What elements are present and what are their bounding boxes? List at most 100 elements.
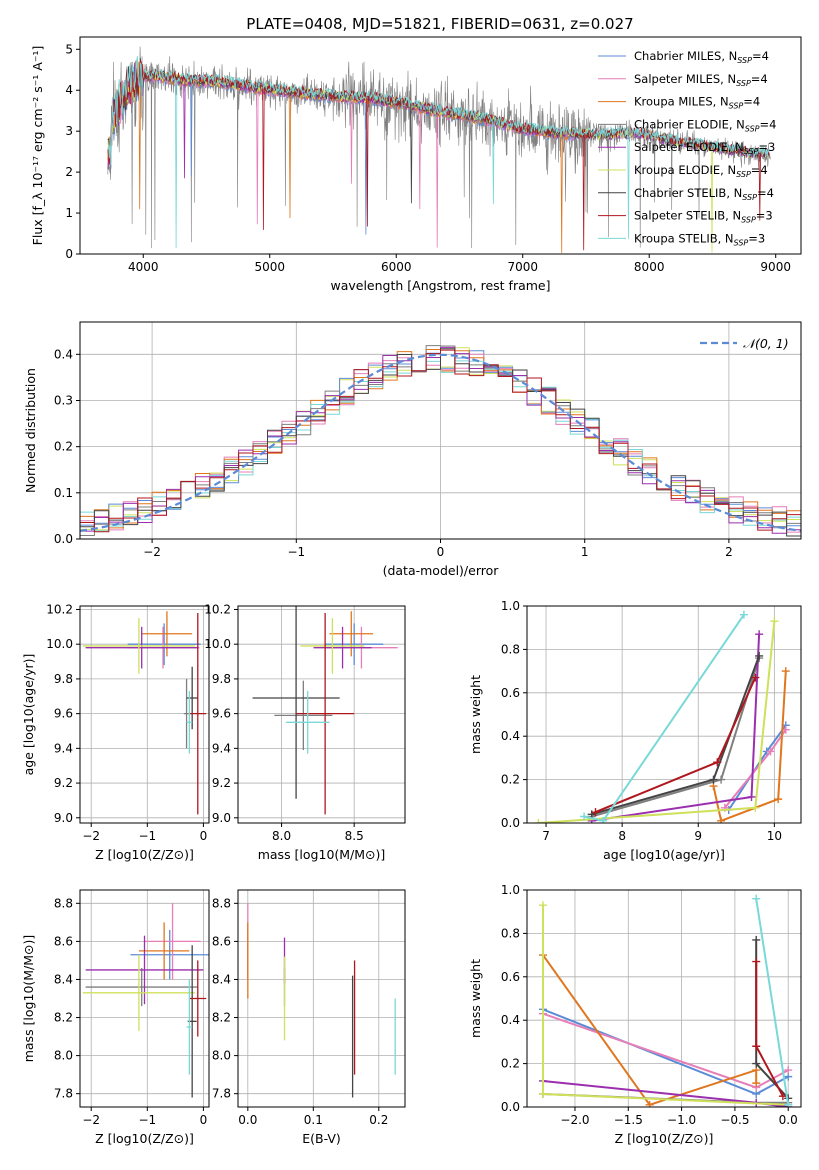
weight-marker bbox=[752, 1059, 761, 1068]
y-tick-label: 0.4 bbox=[501, 1013, 520, 1027]
x-axis-label: wavelength [Angstrom, rest frame] bbox=[330, 278, 550, 293]
plot-area bbox=[82, 903, 209, 1098]
normal-distribution-curve bbox=[80, 353, 801, 532]
age-vs-metallicity-panel: −2 −1 0 9.0 9.2 9.4 9.6 9.8 10.0 10.2 Z [log10(Z/Z… bbox=[21, 602, 210, 862]
legend-label: Salpeter ELODIE, NSSP=3 bbox=[634, 140, 775, 156]
x-tick-label: 0 bbox=[200, 829, 208, 843]
x-tick-label: 8.0 bbox=[272, 829, 291, 843]
y-tick-label: 9.4 bbox=[54, 741, 73, 755]
weight-marker bbox=[591, 808, 600, 817]
weight-marker bbox=[781, 667, 790, 676]
plot-area bbox=[82, 611, 207, 815]
legend-label-main: Salpeter ELODIE, N bbox=[634, 140, 744, 154]
legend-label: 𝒩(0, 1) bbox=[743, 336, 789, 351]
legend-label-value: =4 bbox=[743, 95, 760, 109]
y-tick-label: 10.0 bbox=[204, 637, 231, 651]
legend-label-main: Chabrier ELODIE, N bbox=[634, 117, 745, 131]
x-axis-label: age [log10(age/yr)] bbox=[603, 847, 725, 862]
legend-label: Kroupa STELIB, NSSP=3 bbox=[634, 231, 765, 247]
weight-marker bbox=[770, 617, 779, 626]
weight-line bbox=[542, 954, 758, 1106]
weight-marker bbox=[538, 901, 547, 910]
legend-label-main: Chabrier STELIB, N bbox=[634, 186, 742, 200]
y-axis-label: Normed distribution bbox=[23, 368, 38, 493]
y-tick-label: 0.4 bbox=[501, 729, 520, 743]
weight-marker bbox=[755, 651, 764, 660]
x-tick-label: 2 bbox=[725, 545, 733, 559]
model-spectrum-line bbox=[107, 60, 769, 253]
legend-label-value: =4 bbox=[757, 186, 774, 200]
legend-label-sub: SSP bbox=[737, 56, 752, 65]
legend-label: Chabrier STELIB, NSSP=4 bbox=[634, 186, 774, 202]
y-tick-label: 8.2 bbox=[54, 1011, 73, 1025]
x-tick-label: 7000 bbox=[507, 260, 538, 274]
y-tick-label: 9.0 bbox=[212, 811, 231, 825]
y-tick-label: 10.2 bbox=[46, 602, 73, 616]
weight-line bbox=[542, 905, 789, 1106]
x-tick-label: 9000 bbox=[760, 260, 791, 274]
mass-vs-ebv-panel: 0.0 0.1 0.2 7.8 8.0 8.2 8.4 8.6 8.8 E(B-V) bbox=[212, 889, 406, 1146]
legend-label-sub: SSP bbox=[744, 147, 759, 156]
y-tick-label: 10.2 bbox=[204, 602, 231, 616]
legend-label-sub: SSP bbox=[736, 170, 751, 179]
legend-label-sub: SSP bbox=[729, 102, 744, 111]
weight-marker bbox=[580, 812, 589, 821]
y-tick-label: 0.0 bbox=[501, 1100, 520, 1114]
x-axis-label: Z [log10(Z/Z⊙)] bbox=[95, 847, 194, 862]
legend-label: Chabrier ELODIE, NSSP=4 bbox=[634, 117, 776, 133]
x-axis-label: Z [log10(Z/Z⊙)] bbox=[95, 1131, 194, 1146]
legend-label: Salpeter MILES, NSSP=4 bbox=[634, 72, 768, 88]
weight-marker bbox=[784, 1066, 793, 1075]
model-spectrum-line bbox=[107, 61, 576, 253]
axes-frame bbox=[526, 605, 802, 824]
mass-vs-metallicity-panel: −2 −1 0 7.8 8.0 8.2 8.4 8.6 8.8 Z [log10(Z/Z⊙)] ma… bbox=[21, 889, 210, 1146]
x-tick-label: 10 bbox=[767, 829, 782, 843]
y-tick-label: 7.8 bbox=[212, 1087, 231, 1101]
weight-marker bbox=[645, 1100, 654, 1107]
plot-area bbox=[247, 903, 396, 1098]
weight-marker bbox=[534, 819, 543, 823]
axes-frame bbox=[79, 36, 802, 255]
x-tick-label: 0 bbox=[437, 545, 445, 559]
weight-line bbox=[591, 657, 761, 818]
legend-label-main: Kroupa ELODIE, N bbox=[634, 163, 736, 177]
x-axis-label: Z [log10(Z/Z⊙)] bbox=[615, 1131, 714, 1146]
axes-frame bbox=[79, 605, 210, 824]
y-tick-label: 1.0 bbox=[501, 599, 520, 613]
y-tick-label: 8.0 bbox=[54, 1049, 73, 1063]
legend-label-sub: SSP bbox=[736, 79, 751, 88]
legend-label-value: =4 bbox=[751, 163, 768, 177]
x-tick-label: 8 bbox=[618, 829, 626, 843]
legend-label-value: =4 bbox=[751, 72, 768, 86]
legend-label: Kroupa ELODIE, NSSP=4 bbox=[634, 163, 768, 179]
y-tick-label: 8.4 bbox=[54, 972, 73, 986]
weight-marker bbox=[752, 957, 761, 966]
x-tick-label: −2 bbox=[143, 545, 161, 559]
y-tick-label: 0 bbox=[65, 247, 73, 261]
y-tick-label: 0.2 bbox=[54, 440, 73, 454]
y-tick-label: 0.1 bbox=[54, 486, 73, 500]
legend-label-value: =3 bbox=[758, 140, 775, 154]
x-tick-label: −2 bbox=[82, 1113, 100, 1127]
y-tick-label: 1 bbox=[65, 206, 73, 220]
y-tick-label: 0.4 bbox=[54, 347, 73, 361]
legend-label-sub: SSP bbox=[745, 124, 760, 133]
legend-label-main: Kroupa STELIB, N bbox=[634, 231, 734, 245]
axes-frame bbox=[526, 889, 802, 1108]
weight-marker bbox=[713, 758, 722, 767]
y-axis-label: mass [log10(M/M⊙)] bbox=[21, 935, 36, 1063]
y-axis-label: mass weight bbox=[468, 959, 483, 1038]
x-tick-label: 4000 bbox=[128, 260, 159, 274]
y-tick-label: 0.0 bbox=[501, 816, 520, 830]
model-spectrum-line bbox=[107, 55, 770, 249]
y-tick-label: 0.8 bbox=[501, 926, 520, 940]
legend-label: Kroupa MILES, NSSP=4 bbox=[634, 95, 760, 111]
residuals-panel: −2 −1 0 1 2 0.0 0.1 0.2 0.3 0.4 (data-model)/error… bbox=[23, 321, 802, 578]
x-tick-label: 5000 bbox=[254, 260, 285, 274]
y-tick-label: 0.2 bbox=[501, 773, 520, 787]
y-tick-label: 10.0 bbox=[46, 637, 73, 651]
y-tick-label: 2 bbox=[65, 165, 73, 179]
legend-label-value: =3 bbox=[748, 231, 765, 245]
weight-marker bbox=[709, 775, 718, 784]
x-tick-label: 8.5 bbox=[345, 829, 364, 843]
